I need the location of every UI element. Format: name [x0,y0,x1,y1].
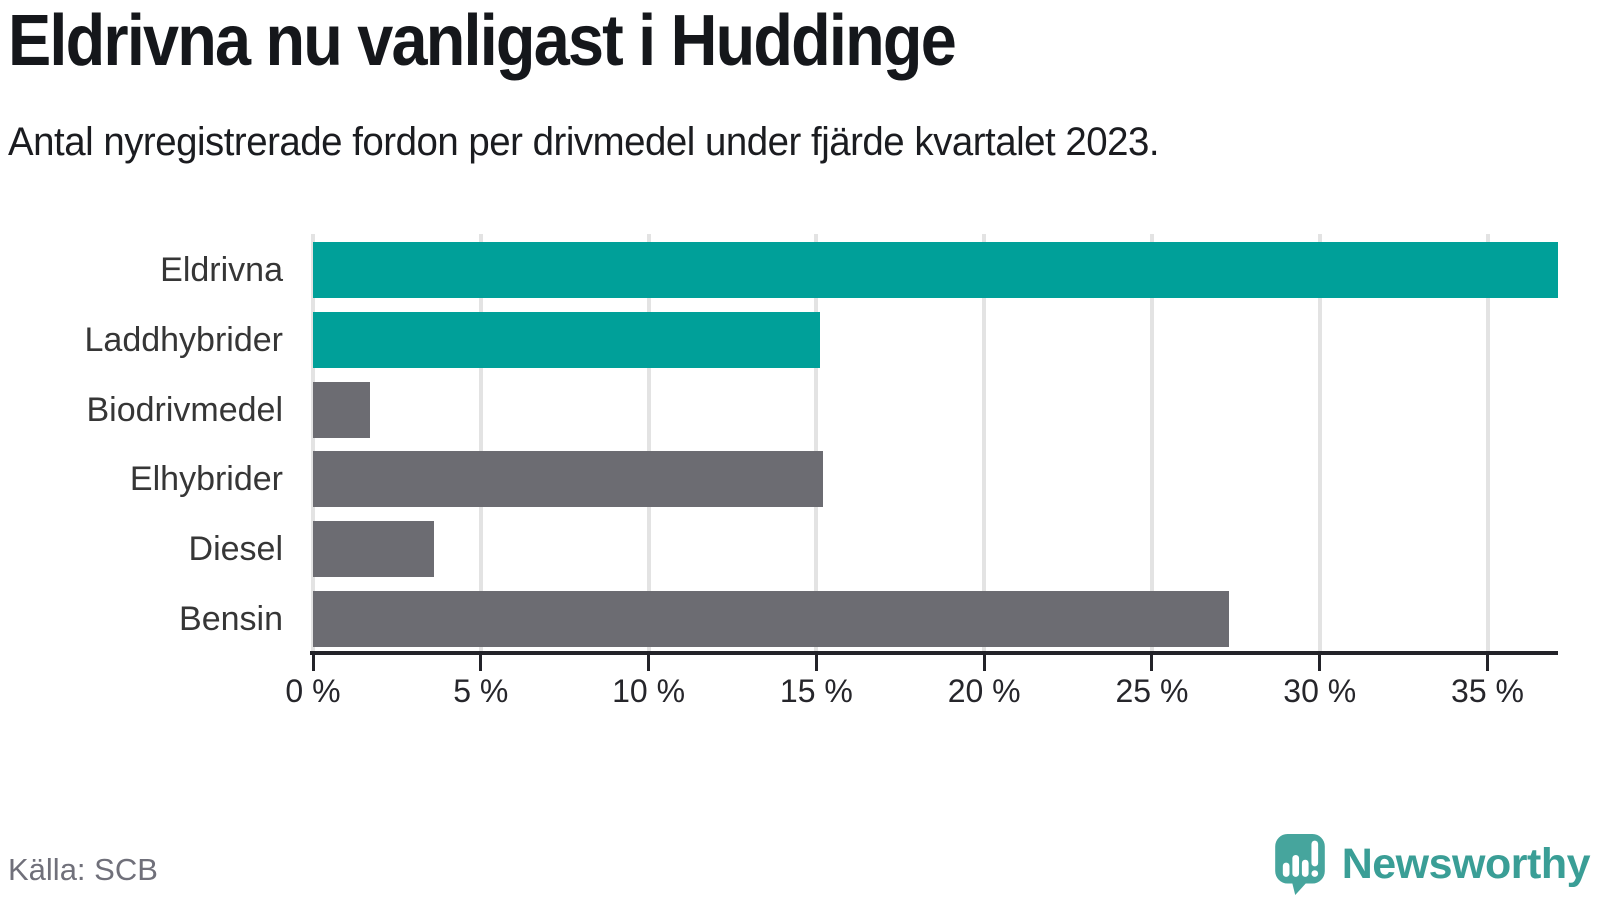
x-tick-35 [1486,655,1490,671]
x-tick-label-15: 15 % [779,673,853,709]
category-label-laddhybrider: Laddhybrider [84,320,283,359]
x-tick-label-20: 20 % [947,673,1021,709]
gridline-5 [478,234,483,653]
gridline-30 [1317,234,1322,653]
x-tick-25 [1150,655,1154,671]
bar-biodrivmedel [313,381,371,438]
bar-eldrivna [313,241,1558,298]
x-tick-0 [311,655,315,671]
brand-name: Newsworthy [1341,839,1591,888]
x-tick-label-0: 0 % [285,673,341,709]
gridline-25 [1149,234,1154,653]
x-tick-20 [982,655,986,671]
category-label-diesel: Diesel [188,530,283,569]
x-tick-label-25: 25 % [1115,673,1189,709]
bar-diesel [313,521,434,578]
chart-subtitle: Antal nyregistrerade fordon per drivmede… [8,120,1160,164]
category-label-biodrivmedel: Biodrivmedel [86,390,283,429]
gridline-15 [814,234,819,653]
x-tick-label-35: 35 % [1451,673,1524,709]
gridline-10 [646,234,651,653]
x-tick-5 [479,655,483,671]
category-label-eldrivna: Eldrivna [160,250,283,289]
x-tick-label-5: 5 % [453,673,509,709]
newsworthy-logo-icon [1273,833,1327,895]
brand-footer: Newsworthy [1273,832,1591,896]
gridline-20 [982,234,987,653]
x-tick-30 [1318,655,1322,671]
x-tick-10 [647,655,651,671]
category-label-bensin: Bensin [179,600,283,639]
bar-elhybrider [313,451,824,508]
x-tick-15 [814,655,818,671]
bar-laddhybrider [313,311,820,368]
bar-bensin [313,591,1230,648]
gridline-35 [1485,234,1490,653]
source-label: Källa: SCB [8,852,158,887]
x-tick-label-30: 30 % [1283,673,1357,709]
x-axis-line [310,651,1558,655]
chart-title: Eldrivna nu vanligast i Huddinge [8,1,957,81]
category-label-elhybrider: Elhybrider [129,460,283,499]
x-tick-label-10: 10 % [612,673,686,709]
gridline-0 [311,234,315,653]
